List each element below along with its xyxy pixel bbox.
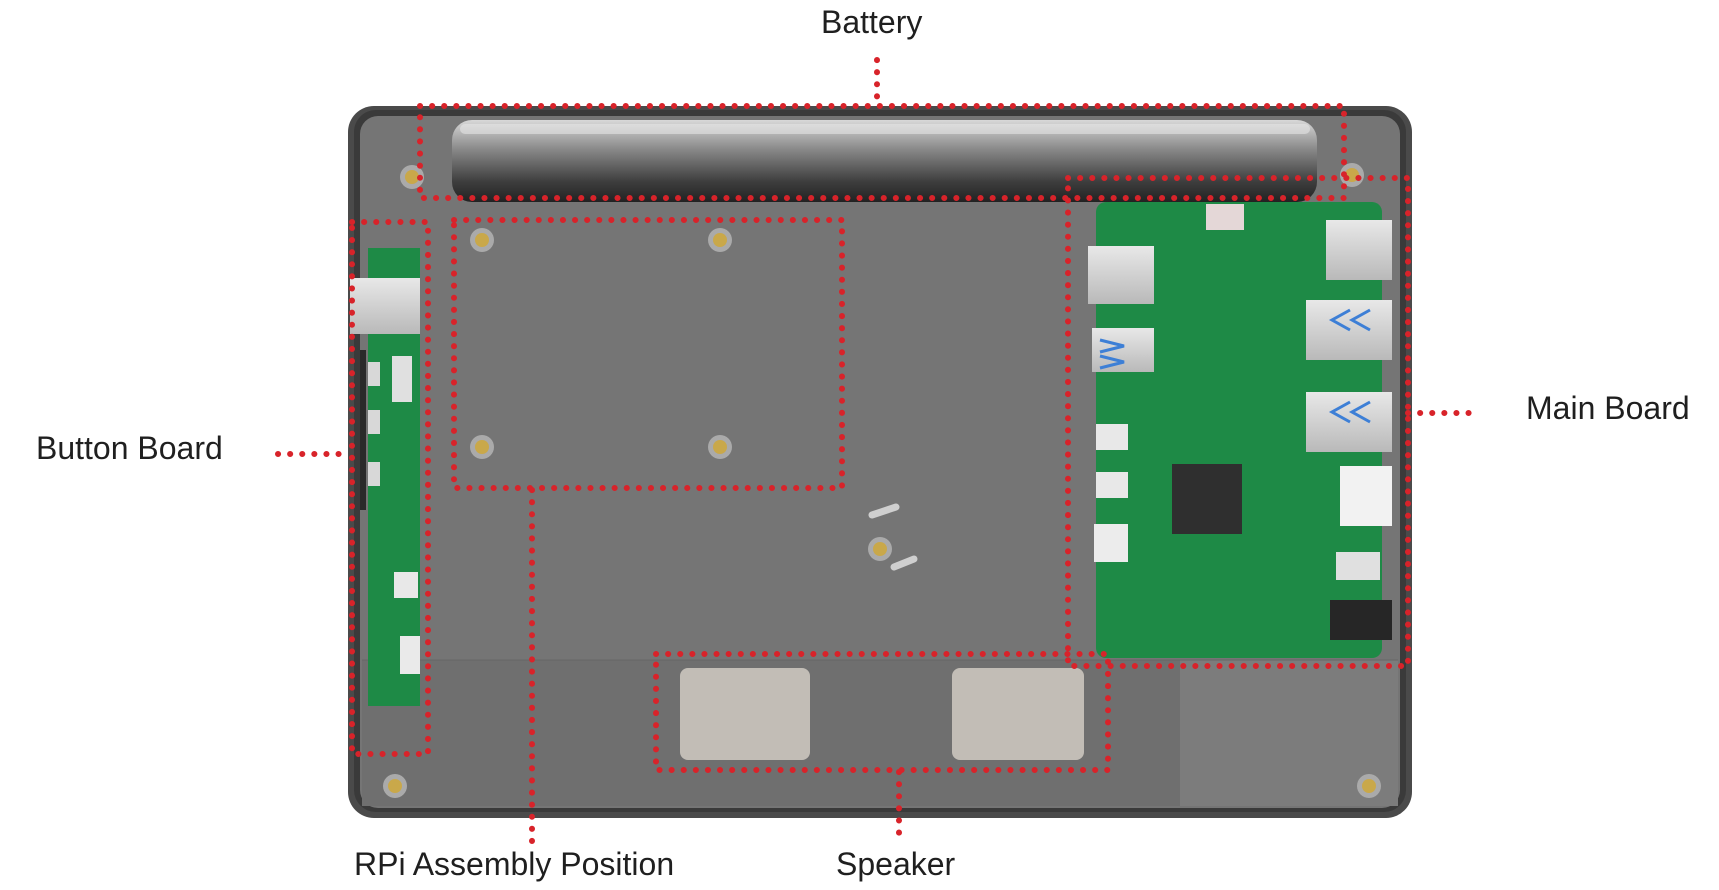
rpi-assembly-region bbox=[451, 217, 845, 491]
main-board bbox=[1088, 202, 1392, 658]
battery-label: Battery bbox=[821, 4, 923, 40]
screw-icon bbox=[383, 163, 1381, 798]
rpi-assembly-label: RPi Assembly Position bbox=[354, 846, 675, 882]
speaker-pads bbox=[680, 668, 1084, 760]
battery-region bbox=[417, 103, 1347, 201]
button-board bbox=[350, 248, 420, 706]
speaker-region bbox=[653, 651, 1111, 773]
button-board-region bbox=[349, 219, 431, 757]
callout-outlines bbox=[275, 57, 1477, 851]
main-board-region bbox=[1065, 175, 1411, 669]
main-board-label: Main Board bbox=[1526, 390, 1690, 426]
standoff-clips bbox=[868, 503, 918, 571]
battery-cell bbox=[452, 120, 1317, 202]
button-board-label: Button Board bbox=[36, 430, 223, 466]
speaker-label: Speaker bbox=[836, 846, 956, 882]
